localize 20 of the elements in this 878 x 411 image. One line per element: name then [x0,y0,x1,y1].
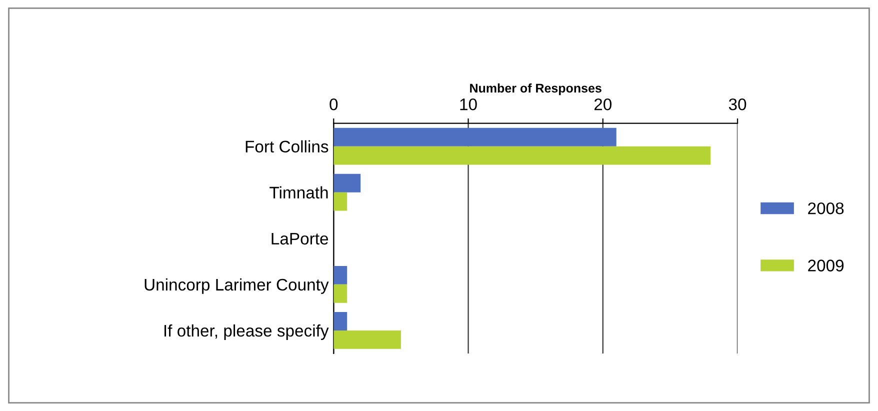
x-tick-label: 0 [330,98,338,110]
x-tick-label: 30 [728,98,746,110]
bar [334,128,616,146]
bar [334,312,348,330]
y-tick-label: Fort Collins [246,140,328,153]
x-axis-title: Number of Responses [470,83,602,96]
y-tick-label: Timnath [270,186,328,199]
bar [334,266,348,284]
bar [334,174,361,192]
y-tick-label: If other, please specify [164,324,329,340]
legend-label: 2008 [808,202,844,214]
x-tick-label: 20 [594,98,612,110]
y-tick-label: LaPorte [272,232,328,245]
bar [334,192,348,211]
legend-label: 2009 [808,260,844,272]
bar [334,330,401,349]
y-tick-label: Unincorp Larimer County [144,278,329,294]
bar [334,284,348,303]
x-tick-label: 10 [460,98,477,110]
bar [334,146,711,165]
